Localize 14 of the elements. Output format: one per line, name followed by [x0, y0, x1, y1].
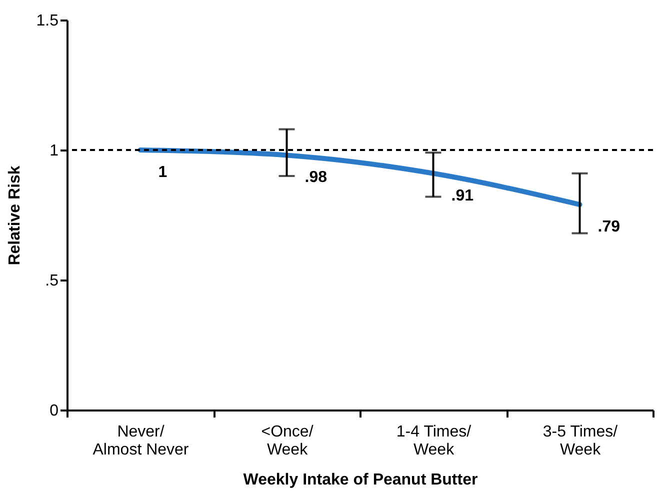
- x-tick-label: Never/ Almost Never: [92, 424, 190, 458]
- y-axis-title: Relative Risk: [6, 166, 24, 266]
- data-label: 1: [158, 164, 168, 181]
- y-tick-label: .5: [45, 272, 59, 290]
- x-axis-title: Weekly Intake of Peanut Butter: [243, 472, 478, 488]
- x-tick-label: 3-5 Times/ Week: [542, 424, 618, 458]
- data-label: .98: [304, 169, 328, 186]
- x-tick-label: <Once/ Week: [261, 424, 314, 458]
- x-tick-label: 1-4 Times/ Week: [396, 424, 472, 458]
- data-label: .79: [598, 218, 620, 236]
- y-tick-label: 1: [50, 142, 59, 160]
- y-tick-label: 1.5: [36, 12, 59, 30]
- y-tick-label: 0: [50, 402, 59, 420]
- data-label: .91: [451, 187, 474, 204]
